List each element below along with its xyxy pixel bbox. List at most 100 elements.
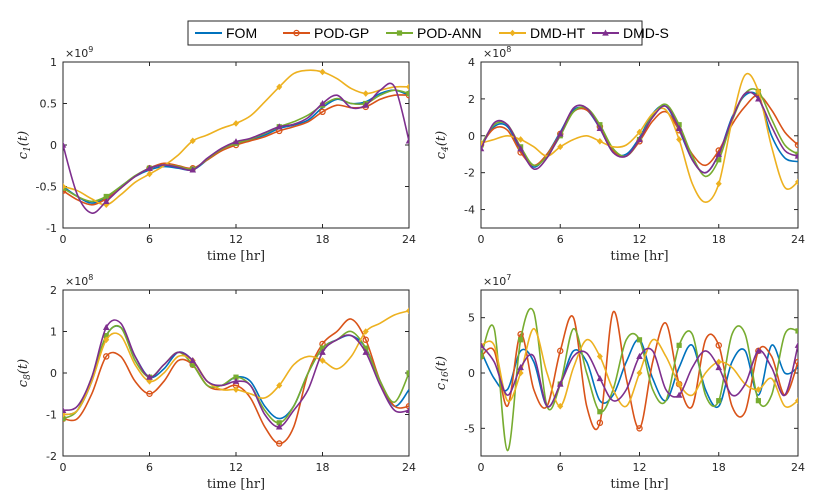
data-point xyxy=(405,406,409,413)
x-tick-label: 0 xyxy=(60,461,67,474)
data-point xyxy=(233,374,239,380)
data-point xyxy=(794,358,798,366)
legend-label: POD-ANN xyxy=(417,25,482,41)
data-point xyxy=(715,150,723,157)
legend-label: DMD-HT xyxy=(530,25,586,41)
data-point xyxy=(319,345,326,351)
data-point xyxy=(794,152,798,159)
data-point xyxy=(102,323,110,330)
x-tick-label: 6 xyxy=(146,233,153,246)
data-point xyxy=(636,369,643,377)
y-tick-label: 0.5 xyxy=(40,98,58,111)
data-point xyxy=(676,122,682,128)
x-tick-label: 18 xyxy=(316,461,330,474)
data-point xyxy=(716,157,722,163)
data-point xyxy=(189,137,196,145)
data-point xyxy=(103,353,110,360)
data-point xyxy=(319,108,326,116)
data-point xyxy=(795,178,798,186)
y-tick-label: 1 xyxy=(50,326,57,339)
data-point xyxy=(481,145,485,152)
series-dmd-ht xyxy=(481,72,798,203)
data-point xyxy=(517,363,524,371)
y-tick-label: 0 xyxy=(50,139,57,152)
x-axis-label: time [hr] xyxy=(610,477,668,492)
data-point xyxy=(319,68,326,76)
data-point xyxy=(405,137,409,144)
x-tick-label: 24 xyxy=(791,461,805,474)
data-point xyxy=(596,353,603,360)
data-point xyxy=(102,197,110,205)
data-point xyxy=(755,347,762,354)
data-point xyxy=(319,357,326,364)
data-point xyxy=(275,440,283,447)
x-tick-label: 6 xyxy=(146,461,153,474)
data-point xyxy=(557,402,564,410)
data-point xyxy=(406,370,409,376)
data-point xyxy=(63,183,66,190)
series-dmd-s xyxy=(63,82,409,214)
data-point xyxy=(676,342,682,348)
data-point xyxy=(794,341,798,348)
data-point xyxy=(636,135,643,143)
legend-entry: POD-GP xyxy=(283,25,369,41)
data-point xyxy=(636,128,643,136)
y-tick-label: 2 xyxy=(50,284,57,297)
data-point xyxy=(103,193,109,200)
data-point xyxy=(481,341,485,348)
series-dmd-ht xyxy=(63,68,409,209)
data-point xyxy=(146,170,153,178)
exponent-label: ×107 xyxy=(483,273,511,288)
x-tick-label: 24 xyxy=(402,461,416,474)
x-tick-label: 6 xyxy=(557,233,564,246)
data-point xyxy=(675,391,683,398)
data-point xyxy=(715,358,722,366)
data-point xyxy=(232,377,240,384)
data-point xyxy=(103,333,109,339)
data-point xyxy=(676,136,683,143)
data-point xyxy=(596,419,604,427)
y-tick-label: -2 xyxy=(464,167,475,180)
data-point xyxy=(362,101,370,108)
data-point xyxy=(276,420,282,426)
x-tick-label: 0 xyxy=(60,233,67,246)
data-point xyxy=(363,345,369,351)
y-tick-label: 0 xyxy=(468,367,475,380)
data-point xyxy=(795,328,798,334)
data-point xyxy=(794,141,798,149)
exponent-label: ×108 xyxy=(65,273,93,288)
data-point xyxy=(362,90,369,97)
data-point xyxy=(596,124,604,131)
data-point xyxy=(636,425,643,432)
y-tick-label: 0 xyxy=(50,367,57,380)
data-point xyxy=(517,136,524,143)
data-point xyxy=(189,166,197,173)
exponent-label: ×109 xyxy=(65,45,93,60)
x-tick-label: 0 xyxy=(478,461,485,474)
y-tick-label: -2 xyxy=(46,450,57,463)
plot-area xyxy=(62,289,410,457)
data-point xyxy=(716,398,722,404)
legend-entry: DMD-S xyxy=(592,25,669,41)
data-point xyxy=(636,352,643,359)
data-point xyxy=(636,337,643,343)
legend-marker xyxy=(509,29,516,37)
data-point xyxy=(556,380,564,387)
data-point xyxy=(63,141,67,148)
data-point xyxy=(319,348,326,355)
y-tick-label: -4 xyxy=(464,204,475,217)
x-tick-label: 12 xyxy=(229,233,243,246)
y-tick-label: 5 xyxy=(468,312,475,325)
y-tick-label: -5 xyxy=(464,422,475,435)
x-tick-label: 12 xyxy=(229,461,243,474)
y-tick-label: 4 xyxy=(468,56,475,69)
data-point xyxy=(362,336,369,344)
x-tick-label: 18 xyxy=(316,233,330,246)
data-point xyxy=(715,180,722,188)
data-point xyxy=(146,390,153,397)
data-point xyxy=(517,145,524,152)
legend-marker xyxy=(293,29,300,37)
data-point xyxy=(715,363,723,371)
